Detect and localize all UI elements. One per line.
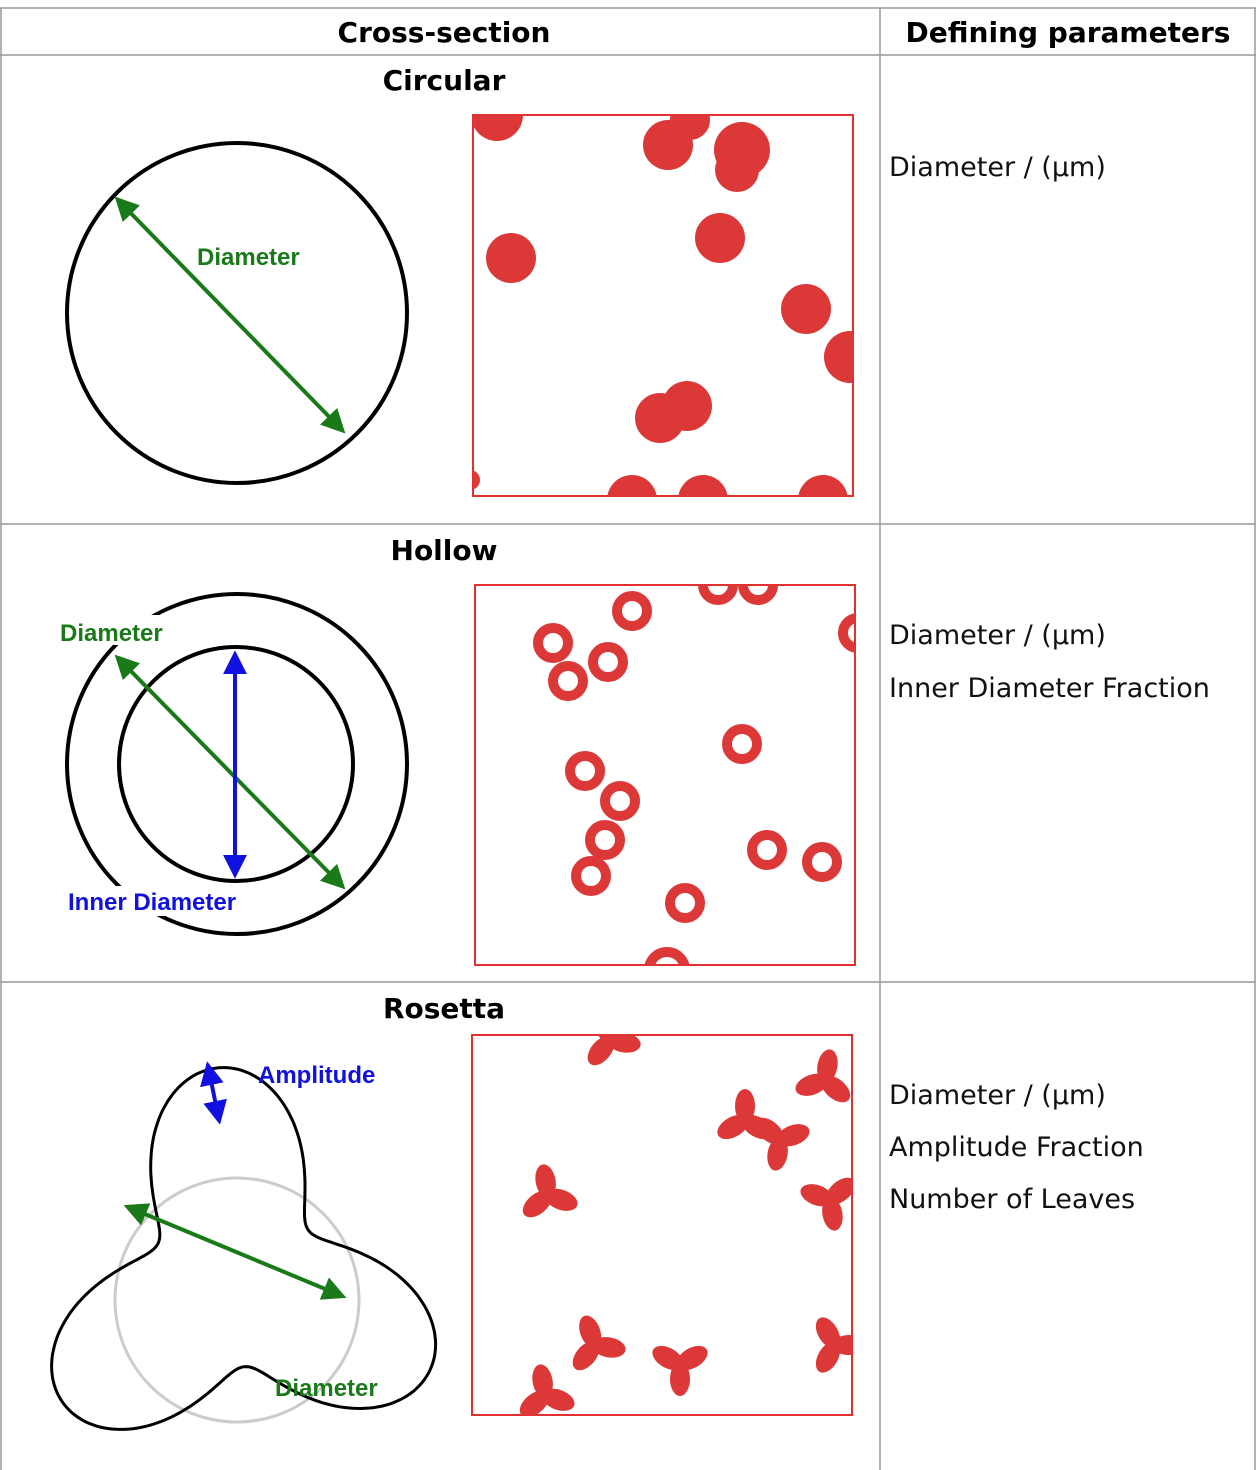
diameter-arrow <box>123 1203 347 1300</box>
fiber-lobe <box>572 1341 600 1371</box>
amplitude-arrow <box>200 1061 227 1125</box>
reference-circle <box>113 1176 361 1424</box>
fiber-lobe <box>735 1089 755 1123</box>
fiber-lobe <box>587 1036 615 1066</box>
diagram-label: Diameter <box>275 1375 378 1402</box>
label-backdrop <box>64 886 274 916</box>
row-title: Rosetta <box>383 992 505 1025</box>
sample-image <box>474 584 856 966</box>
fiber-lobe <box>579 1315 602 1349</box>
column-header: Cross-section <box>338 16 551 49</box>
diagram-label: Amplitude <box>258 1062 375 1089</box>
diagram-label: Diameter <box>60 620 163 647</box>
label-backdrop <box>56 615 186 645</box>
table-grid <box>0 7 1256 1470</box>
fiber-lobe <box>815 1341 841 1373</box>
rosetta-outline <box>50 1066 438 1431</box>
fiber-lobe <box>815 1317 841 1349</box>
column-header: Defining parameters <box>906 16 1231 49</box>
diameter-arrow <box>114 654 346 890</box>
fiber-lobe <box>817 1049 838 1084</box>
fiber-lobe <box>800 1184 834 1207</box>
parameter: Diameter / (µm) <box>889 152 1106 183</box>
diameter-arrow <box>114 196 346 434</box>
circle-outline <box>65 141 409 485</box>
row-title: Circular <box>383 64 506 97</box>
outer-circle <box>65 592 409 936</box>
fiber-lobe <box>670 1362 690 1396</box>
diagram-label: Inner Diameter <box>68 889 236 916</box>
fiber-lobe <box>535 1164 556 1199</box>
parameter: Amplitude Fraction <box>889 1132 1144 1163</box>
fiber-lobe <box>652 1345 684 1371</box>
fibers <box>533 585 855 965</box>
fiber-lobe <box>754 1117 784 1145</box>
row-title: Hollow <box>391 534 498 567</box>
fibers <box>519 1035 852 1415</box>
parameter: Inner Diameter Fraction <box>889 673 1210 704</box>
diagram-label: Diameter <box>197 244 300 271</box>
fiber-lobe <box>532 1364 553 1399</box>
parameter: Diameter / (µm) <box>889 1080 1106 1111</box>
parameter: Diameter / (µm) <box>889 620 1106 651</box>
parameter: Number of Leaves <box>889 1184 1135 1215</box>
fibers <box>473 115 853 496</box>
fiber-lobe <box>767 1136 788 1171</box>
